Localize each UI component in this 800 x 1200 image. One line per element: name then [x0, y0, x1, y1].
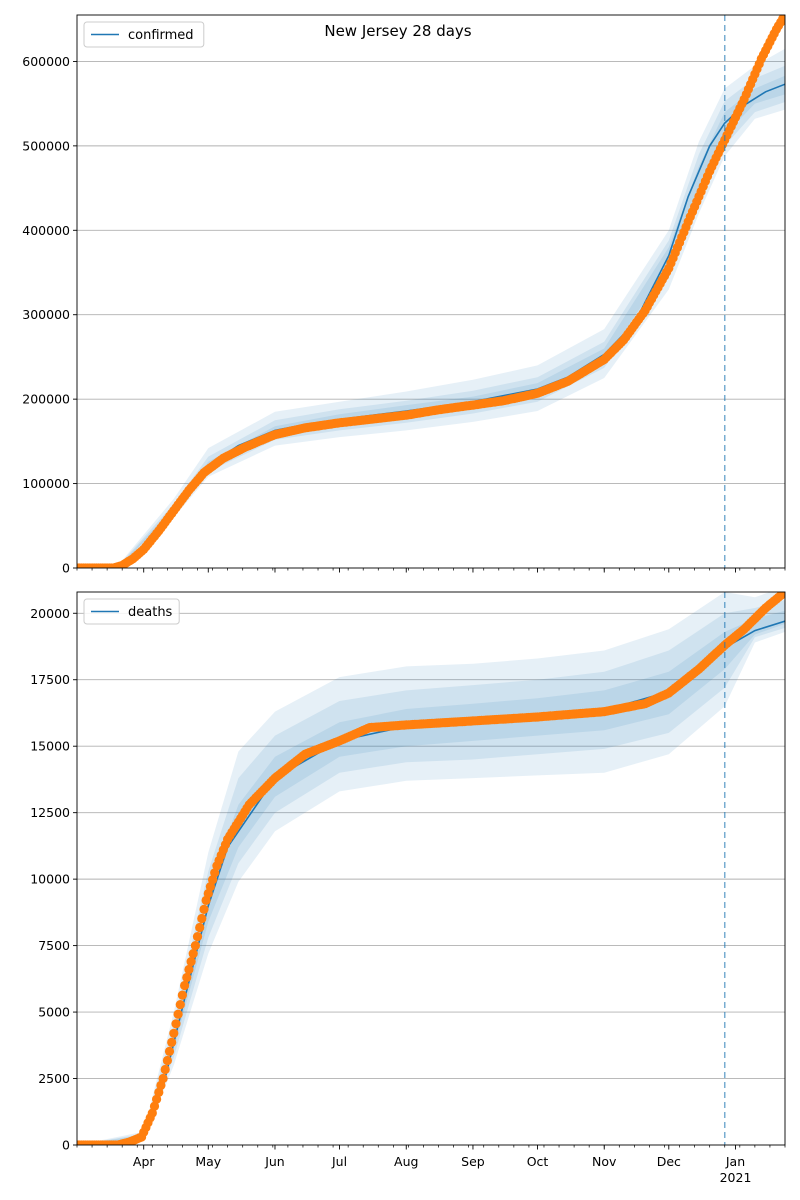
y-tick-label: 200000: [22, 392, 70, 407]
x-tick-label: Sep: [461, 1154, 485, 1169]
y-tick-label: 10000: [30, 872, 70, 887]
legend: deaths: [83, 598, 180, 625]
x-tick-label: May: [195, 1154, 221, 1169]
observed-point: [199, 904, 209, 915]
y-tick-label: 100000: [22, 476, 70, 491]
x-tick-label: Apr: [133, 1154, 155, 1169]
x-tick-label: Jun: [264, 1154, 285, 1169]
observed-point: [173, 1009, 183, 1019]
y-tick-label: 300000: [22, 307, 70, 322]
observed-point: [147, 1108, 157, 1118]
observed-point: [154, 1087, 164, 1097]
observed-point: [160, 1064, 170, 1075]
observed-point: [167, 1037, 177, 1047]
y-tick-label: 7500: [38, 938, 70, 953]
observed-point: [158, 1073, 168, 1084]
x-tick-label: Aug: [394, 1154, 418, 1169]
y-tick-label: 0: [62, 1138, 70, 1153]
observed-point: [192, 932, 203, 942]
y-tick-label: 15000: [30, 739, 70, 754]
uncertainty-band: [77, 48, 785, 568]
observed-point: [197, 913, 207, 924]
legend-box: [83, 21, 205, 48]
observed-point: [149, 1101, 160, 1111]
y-tick-label: 600000: [22, 54, 70, 69]
y-tick-label: 2500: [38, 1071, 70, 1086]
observed-point: [156, 1080, 166, 1090]
x-tick-label: Nov: [592, 1154, 617, 1169]
observed-point: [162, 1055, 172, 1066]
x-tick-label: Dec: [657, 1154, 681, 1169]
observed-point: [186, 957, 196, 967]
observed-point: [184, 964, 194, 975]
observed-point: [203, 888, 213, 899]
deaths-panel: 0 2500 5000 7500 10000 12500 15000 17500 20000 Ap…: [30, 591, 786, 1185]
plot-area: [77, 15, 785, 568]
axes-frame: [76, 14, 786, 569]
uncertainty-band: [77, 600, 785, 1145]
observed-point: [182, 972, 192, 983]
observed-point: [780, 592, 785, 597]
observed-point: [169, 1028, 179, 1038]
x-year-label: 2021: [720, 1170, 752, 1185]
y-tick-label: 20000: [30, 606, 70, 621]
figure-title: New Jersey 28 days: [324, 22, 471, 40]
x-tick-label: Oct: [527, 1154, 549, 1169]
observed-point: [201, 895, 211, 906]
legend-label: confirmed: [128, 28, 194, 43]
axes-frame: [76, 591, 786, 1146]
observed-point: [205, 882, 215, 892]
observed-point: [208, 875, 218, 885]
uncertainty-band: [77, 610, 785, 1145]
legend-label: deaths: [128, 605, 173, 620]
y-tick-label: 17500: [30, 672, 70, 687]
x-tick-label: Jul: [331, 1154, 347, 1169]
observed-point: [171, 1019, 181, 1029]
observed-point: [175, 1000, 185, 1010]
y-tick-label: 0: [62, 561, 70, 576]
observed-point: [210, 868, 220, 878]
confirmed-panel: 0 100000 200000 300000 400000 500000 600000 con…: [22, 14, 786, 576]
y-tick-label: 500000: [22, 138, 70, 153]
observed-point: [195, 922, 205, 933]
legend: confirmed: [83, 21, 205, 48]
observed-point: [180, 980, 190, 991]
y-tick-label: 5000: [38, 1005, 70, 1020]
plot-area: [77, 592, 785, 1145]
observed-point: [164, 1046, 175, 1056]
observed-point: [177, 990, 187, 1000]
x-tick-label: Jan: [725, 1154, 745, 1169]
legend-box: [83, 598, 180, 625]
observed-point: [152, 1094, 162, 1104]
observed-point: [780, 15, 785, 20]
observed-point: [188, 949, 198, 959]
uncertainty-band: [77, 592, 785, 1145]
observed-point: [190, 941, 200, 951]
y-tick-label: 400000: [22, 223, 70, 238]
y-tick-label: 12500: [30, 805, 70, 820]
